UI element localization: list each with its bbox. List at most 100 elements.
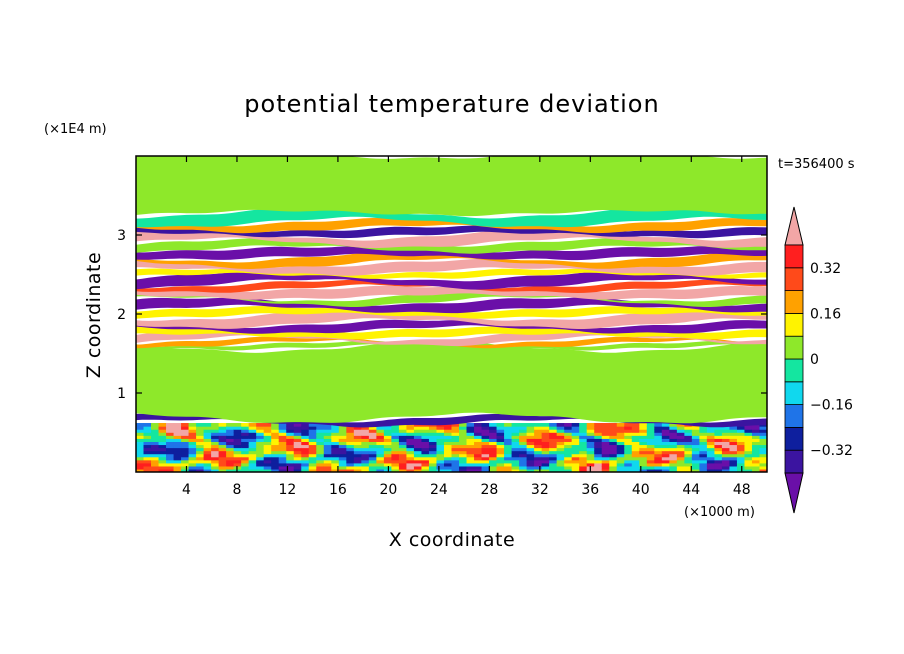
field-cell	[564, 432, 573, 436]
field-cell	[241, 465, 250, 470]
field-cell	[308, 462, 317, 467]
colorbar-label: −0.32	[810, 443, 853, 459]
field-cell	[654, 444, 663, 449]
field-cell	[203, 435, 212, 439]
field-cell	[564, 423, 573, 427]
field-cell	[143, 426, 152, 430]
field-cell	[706, 429, 716, 433]
field-cell	[196, 450, 205, 455]
field-cell	[661, 459, 670, 464]
field-cell	[699, 447, 708, 452]
field-cell	[173, 438, 182, 442]
field-cell	[519, 423, 528, 427]
field-cell	[706, 441, 716, 446]
field-cell	[624, 456, 633, 461]
field-cell	[706, 456, 716, 461]
field-cell	[286, 432, 295, 436]
field-cell	[316, 462, 325, 467]
field-cell	[496, 444, 505, 449]
field-cell	[353, 450, 362, 455]
field-cell	[511, 444, 520, 449]
field-cell	[293, 447, 302, 452]
field-cell	[203, 447, 212, 452]
field-cell	[443, 429, 453, 433]
field-cell	[519, 438, 528, 442]
field-cell	[316, 423, 325, 427]
field-cell	[691, 450, 700, 455]
contour-band	[136, 251, 767, 269]
field-cell	[609, 438, 618, 442]
field-cell	[699, 438, 708, 442]
field-cell	[451, 432, 460, 436]
field-cell	[699, 462, 708, 467]
field-cell	[714, 465, 723, 470]
field-cell	[158, 435, 167, 439]
field-cell	[233, 468, 242, 472]
field-cell	[308, 432, 317, 436]
field-cell	[631, 462, 640, 467]
field-cell	[714, 450, 723, 455]
colorbar-segment	[784, 449, 804, 474]
field-cell	[443, 468, 453, 472]
field-cell	[346, 447, 355, 452]
field-cell	[654, 435, 663, 439]
field-cell	[181, 450, 190, 455]
field-cell	[166, 441, 175, 446]
field-cell	[286, 426, 295, 430]
field-cell	[549, 465, 558, 470]
field-cell	[166, 426, 175, 430]
field-cell	[616, 444, 625, 449]
field-cell	[541, 435, 550, 439]
field-cell	[211, 429, 220, 433]
field-cell	[601, 441, 610, 446]
field-cell	[646, 435, 655, 439]
field-cell	[654, 426, 663, 430]
field-cell	[293, 444, 302, 449]
field-cell	[353, 429, 362, 433]
field-cell	[421, 438, 430, 442]
field-cell	[549, 468, 558, 472]
field-cell	[346, 435, 355, 439]
field-cell	[376, 438, 385, 442]
contour-band	[136, 259, 767, 276]
field-cell	[744, 426, 753, 430]
field-cell	[609, 459, 618, 464]
field-cell	[271, 459, 280, 464]
field-cell	[413, 444, 423, 449]
field-cell	[451, 456, 460, 461]
field-cell	[504, 465, 513, 470]
field-cell	[226, 432, 235, 436]
field-cell	[706, 453, 716, 458]
field-cell	[541, 423, 550, 427]
field-cell	[549, 438, 558, 442]
field-cell	[729, 453, 738, 458]
y-tick-label: 1	[117, 386, 126, 402]
field-cell	[301, 456, 310, 461]
field-cell	[661, 432, 670, 436]
field-cell	[376, 453, 385, 458]
field-cell	[136, 441, 145, 446]
field-cell	[481, 447, 490, 452]
field-cell	[669, 441, 678, 446]
field-cell	[301, 447, 310, 452]
field-cell	[706, 459, 716, 464]
field-cell	[436, 426, 445, 430]
field-cell	[594, 444, 603, 449]
field-cell	[368, 429, 377, 433]
field-cell	[504, 450, 513, 455]
field-cell	[661, 447, 670, 452]
field-cell	[286, 435, 295, 439]
field-cell	[143, 447, 152, 452]
field-cell	[631, 465, 640, 470]
field-cell	[661, 444, 670, 449]
field-cell	[143, 453, 152, 458]
field-cell	[744, 444, 753, 449]
field-cell	[534, 447, 543, 452]
field-cell	[646, 450, 655, 455]
field-cell	[181, 423, 190, 427]
field-cell	[699, 435, 708, 439]
field-cell	[436, 462, 445, 467]
field-cell	[691, 459, 700, 464]
field-cell	[353, 444, 362, 449]
field-cell	[361, 465, 370, 470]
